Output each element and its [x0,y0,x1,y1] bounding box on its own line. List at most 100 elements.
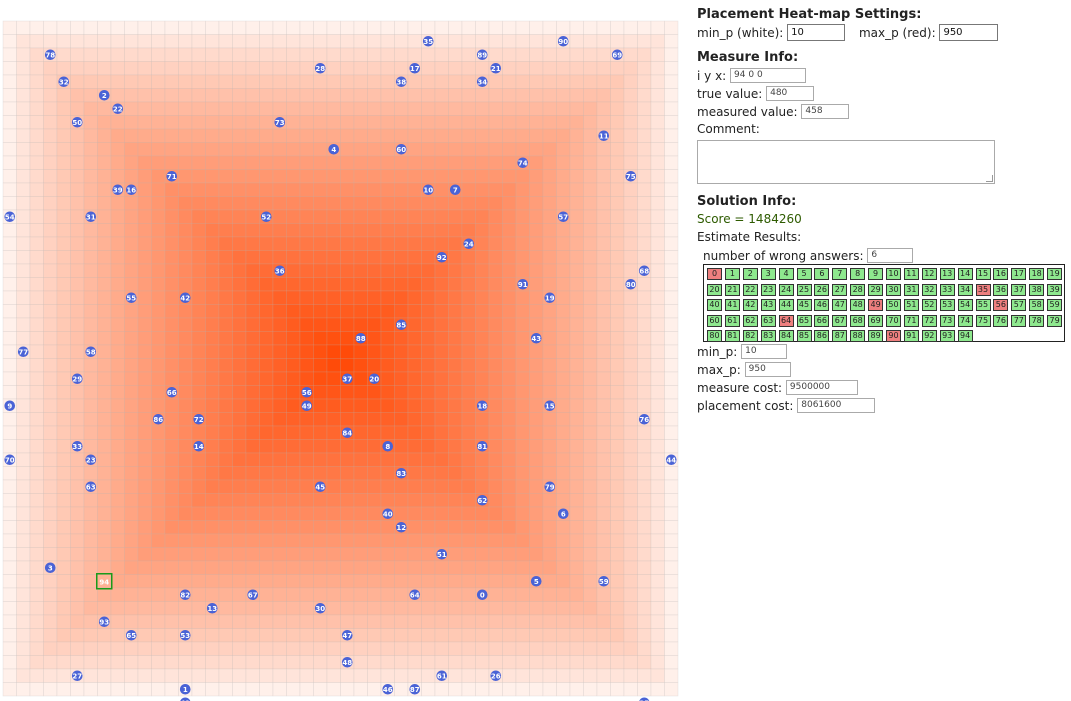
heatmap-cell[interactable] [596,196,611,211]
heatmap-cell[interactable] [340,614,355,629]
heatmap-cell[interactable] [610,466,625,481]
heatmap-cell[interactable] [502,587,517,602]
heatmap-cell[interactable] [151,331,166,346]
heatmap-cell[interactable] [664,47,679,62]
heatmap-cell[interactable] [29,236,44,251]
heatmap-cell[interactable] [380,128,395,143]
heatmap-cell[interactable] [650,47,665,62]
heatmap-cell[interactable] [529,560,544,575]
heatmap-cell[interactable] [583,20,598,35]
heatmap-cell[interactable] [286,385,301,400]
heatmap-cell[interactable] [502,682,517,697]
heatmap-cell[interactable] [610,250,625,265]
heatmap-cell[interactable] [407,655,422,670]
heatmap-cell[interactable] [2,439,17,454]
heatmap-cell[interactable] [326,358,341,373]
heatmap-cell[interactable] [367,385,382,400]
heatmap-cell[interactable] [29,155,44,170]
heatmap-cell[interactable] [259,74,274,89]
heatmap-cell[interactable] [43,439,58,454]
heatmap-cell[interactable] [151,128,166,143]
heatmap-cell[interactable] [502,493,517,508]
heatmap-cell[interactable] [259,128,274,143]
heatmap-cell[interactable] [299,439,314,454]
heatmap-cell[interactable] [448,209,463,224]
heatmap-cell[interactable] [448,466,463,481]
heatmap-cell[interactable] [596,506,611,521]
placement-marker[interactable]: 88 [355,332,367,344]
heatmap-cell[interactable] [367,398,382,413]
heatmap-cell[interactable] [218,668,233,683]
heatmap-cell[interactable] [56,614,71,629]
heatmap-cell[interactable] [259,182,274,197]
heatmap-cell[interactable] [421,196,436,211]
heatmap-cell[interactable] [326,236,341,251]
heatmap-cell[interactable] [488,358,503,373]
heatmap-cell[interactable] [461,263,476,278]
heatmap-cell[interactable] [583,533,598,548]
heatmap-cell[interactable] [29,398,44,413]
heatmap-cell[interactable] [272,574,287,589]
heatmap-cell[interactable] [421,641,436,656]
heatmap-cell[interactable] [191,628,206,643]
heatmap-cell[interactable] [272,290,287,305]
heatmap-cell[interactable] [286,263,301,278]
heatmap-cell[interactable] [218,493,233,508]
heatmap-cell[interactable] [218,452,233,467]
heatmap-cell[interactable] [650,520,665,535]
heatmap-cell[interactable] [124,47,139,62]
heatmap-cell[interactable] [448,452,463,467]
heatmap-cell[interactable] [164,560,179,575]
heatmap-cell[interactable] [475,628,490,643]
heatmap-cell[interactable] [164,263,179,278]
heatmap-cell[interactable] [569,371,584,386]
heatmap-cell[interactable] [610,587,625,602]
heatmap-cell[interactable] [380,169,395,184]
heatmap-cell[interactable] [380,344,395,359]
heatmap-cell[interactable] [124,547,139,562]
heatmap-cell[interactable] [461,574,476,589]
heatmap-cell[interactable] [461,668,476,683]
heatmap-cell[interactable] [205,412,220,427]
heatmap-cell[interactable] [326,115,341,130]
heatmap-cell[interactable] [232,412,247,427]
heatmap-cell[interactable] [475,466,490,481]
heatmap-cell[interactable] [97,412,112,427]
heatmap-cell[interactable] [353,196,368,211]
heatmap-cell[interactable] [502,290,517,305]
heatmap-cell[interactable] [394,398,409,413]
heatmap-cell[interactable] [137,74,152,89]
heatmap-cell[interactable] [610,74,625,89]
heatmap-cell[interactable] [461,682,476,697]
placement-marker[interactable]: 22 [112,103,124,115]
heatmap-cell[interactable] [488,682,503,697]
heatmap-cell[interactable] [434,277,449,292]
heatmap-cell[interactable] [542,142,557,157]
heatmap-cell[interactable] [475,614,490,629]
heatmap-cell[interactable] [29,533,44,548]
heatmap-cell[interactable] [421,425,436,440]
heatmap-cell[interactable] [16,236,31,251]
heatmap-cell[interactable] [70,331,85,346]
heatmap-cell[interactable] [461,250,476,265]
heatmap-cell[interactable] [178,398,193,413]
heatmap-cell[interactable] [448,263,463,278]
heatmap-cell[interactable] [394,61,409,76]
heatmap-cell[interactable] [488,520,503,535]
heatmap-cell[interactable] [56,128,71,143]
heatmap-cell[interactable] [245,223,260,238]
heatmap-cell[interactable] [515,560,530,575]
heatmap-cell[interactable] [583,115,598,130]
placement-marker[interactable]: 86 [152,413,164,425]
heatmap-cell[interactable] [515,493,530,508]
heatmap-cell[interactable] [97,479,112,494]
heatmap-cell[interactable] [232,250,247,265]
heatmap-cell[interactable] [394,628,409,643]
heatmap-cell[interactable] [272,169,287,184]
heatmap-cell[interactable] [367,223,382,238]
heatmap-cell[interactable] [286,223,301,238]
heatmap-cell[interactable] [110,34,125,49]
heatmap-cell[interactable] [623,250,638,265]
heatmap-cell[interactable] [326,385,341,400]
heatmap-cell[interactable] [461,641,476,656]
